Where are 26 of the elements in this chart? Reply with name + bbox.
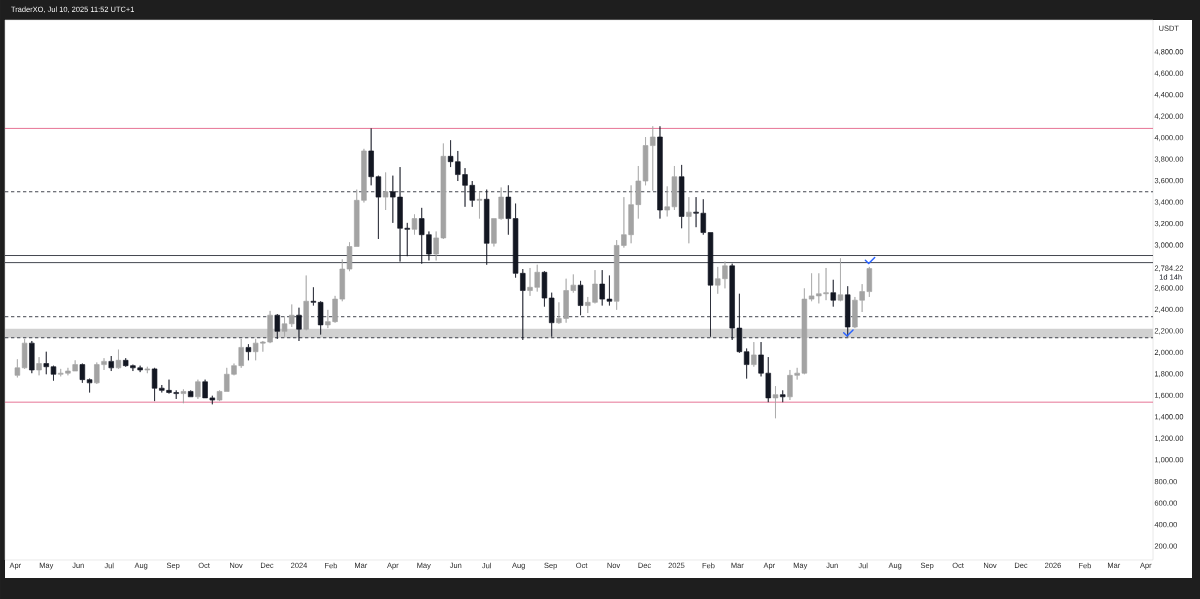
candlestick	[686, 196, 692, 244]
candlestick	[21, 338, 28, 370]
candlestick	[743, 348, 750, 379]
candlestick	[310, 286, 317, 306]
candlestick	[541, 270, 548, 307]
candlestick	[837, 257, 844, 302]
candlestick	[36, 356, 42, 376]
candlestick	[29, 340, 35, 374]
candlestick	[245, 343, 252, 361]
candlestick	[115, 349, 122, 370]
candlestick	[772, 385, 779, 419]
candlestick	[476, 191, 483, 219]
candlestick	[180, 388, 187, 404]
candlestick	[108, 355, 114, 372]
candlestick	[144, 366, 151, 374]
candlestick	[303, 275, 309, 331]
candlestick	[14, 358, 21, 378]
candlestick	[86, 378, 93, 393]
candlestick	[187, 390, 194, 398]
candlestick	[411, 213, 418, 236]
candlestick	[830, 279, 836, 307]
candlestick	[382, 172, 389, 211]
candlestick	[195, 379, 201, 400]
candlestick	[780, 390, 786, 403]
candlestick	[79, 363, 86, 384]
candlestick	[751, 341, 757, 368]
